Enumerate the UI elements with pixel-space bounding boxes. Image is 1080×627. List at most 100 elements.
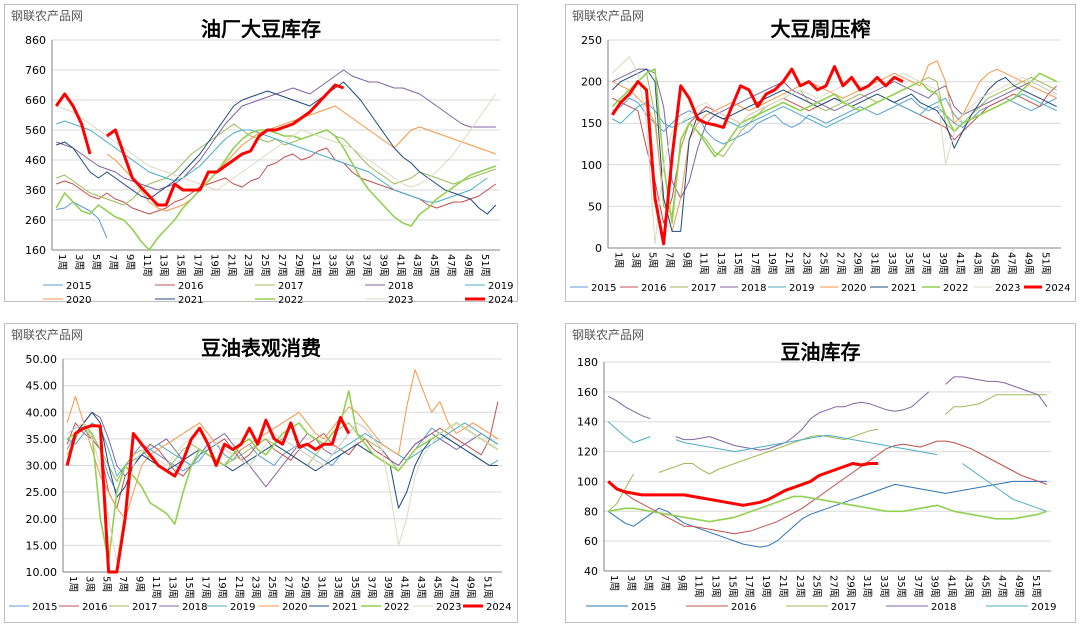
legend-label: 2016	[641, 283, 666, 294]
legend-label: 2016	[82, 602, 107, 613]
legend-label: 2018	[931, 602, 956, 613]
series-line-2016	[607, 440, 1047, 535]
legend-label: 2017	[691, 283, 716, 294]
legend-label: 2015	[66, 281, 91, 292]
x-tick-label: 15周	[732, 252, 744, 275]
y-tick-label: 460	[25, 154, 46, 167]
x-tick-label: 47周	[996, 575, 1008, 598]
x-tick-label: 7周	[659, 575, 671, 591]
x-tick-label: 43周	[411, 254, 423, 277]
x-tick-label: 1周	[608, 575, 620, 591]
x-tick-label: 13周	[158, 254, 170, 277]
x-tick-label: 29周	[293, 254, 305, 277]
x-tick-label: 49周	[1013, 575, 1025, 598]
x-tick-label: 1周	[612, 252, 624, 268]
x-tick-label: 39周	[382, 576, 394, 599]
x-tick-label: 37周	[920, 252, 932, 275]
x-tick-label: 51周	[1030, 575, 1042, 598]
y-tick-label: 10.00	[26, 566, 58, 579]
legend-label: 2015	[32, 602, 57, 613]
x-tick-label: 33周	[886, 252, 898, 275]
x-tick-label: 13周	[167, 576, 179, 599]
y-tick-label: 0	[595, 242, 602, 255]
x-tick-label: 33周	[332, 576, 344, 599]
y-tick-label: 160	[577, 386, 598, 399]
x-tick-label: 7周	[664, 252, 676, 268]
legend-label: 2022	[278, 295, 303, 303]
series-line-2022	[611, 68, 1058, 224]
y-tick-label: 560	[25, 124, 46, 137]
x-tick-label: 31周	[861, 575, 873, 598]
series-line-2024	[65, 416, 351, 574]
x-tick-label: 25周	[811, 575, 823, 598]
chart-panel-oil-mill-soybean-stock: 钢联农产品网 油厂大豆库存 160 260 360 460 560 660 760 860 1周…	[4, 4, 518, 303]
x-tick-label: 41周	[398, 576, 410, 599]
legend-label: 2024	[488, 295, 513, 303]
x-tick-label: 37周	[912, 575, 924, 598]
chart-title: 大豆周压榨	[770, 17, 871, 41]
legend-label: 2017	[278, 281, 303, 292]
x-tick-label: 1周	[67, 576, 79, 592]
x-tick-label: 33周	[878, 575, 890, 598]
chart-title: 油厂大豆库存	[201, 17, 321, 41]
x-tick-label: 23周	[794, 575, 806, 598]
legend-label: 2023	[995, 283, 1020, 294]
legend-label: 2018	[182, 602, 207, 613]
x-tick-label: 15周	[175, 254, 187, 277]
series-line-2024	[611, 65, 904, 246]
x-tick-label: 3周	[629, 252, 641, 268]
legend-label: 2018	[741, 283, 766, 294]
chart-title: 豆油库存	[780, 340, 861, 364]
x-tick-label: 35周	[349, 576, 361, 599]
x-tick-label: 35周	[895, 575, 907, 598]
y-tick-label: 250	[581, 34, 602, 47]
x-tick-label: 37周	[365, 576, 377, 599]
x-tick-label: 1周	[56, 254, 68, 270]
series-line-2023	[56, 93, 497, 191]
x-tick-label: 17周	[200, 576, 212, 599]
x-tick-label: 15周	[183, 576, 195, 599]
chart-canvas: 10.00 15.00 20.00 25.00 30.00 35.00 40.00 45.00…	[9, 353, 511, 613]
y-tick-label: 180	[577, 356, 598, 369]
watermark: 钢联农产品网	[572, 9, 645, 23]
x-tick-label: 25周	[266, 576, 278, 599]
x-tick-label: 51周	[1040, 252, 1052, 275]
x-tick-label: 43周	[415, 576, 427, 599]
series-line-2017	[611, 72, 1057, 216]
legend-label: 2015	[631, 602, 656, 613]
series-line-2015	[612, 97, 1057, 145]
y-tick-label: 50	[588, 200, 602, 213]
series-line-2024	[607, 462, 879, 507]
y-tick-label: 80	[584, 505, 598, 518]
x-tick-label: 17周	[743, 575, 755, 598]
legend-label: 2019	[789, 283, 814, 294]
x-tick-label: 41周	[954, 252, 966, 275]
series-line-2019	[56, 120, 488, 203]
series-line-2018	[607, 376, 1048, 451]
x-tick-label: 3周	[84, 576, 96, 592]
watermark: 钢联农产品网	[11, 9, 84, 23]
y-tick-label: 60	[584, 535, 598, 548]
x-tick-label: 45周	[988, 252, 1000, 275]
legend-label: 2016	[731, 602, 756, 613]
x-tick-label: 19周	[760, 575, 772, 598]
x-tick-label: 5周	[642, 575, 654, 591]
legend-label: 2022	[943, 283, 968, 294]
series-line-2015	[56, 201, 108, 239]
series-line-2021	[66, 411, 498, 509]
series-line-2022	[608, 495, 1048, 523]
series-line-2022	[55, 129, 497, 251]
x-tick-label: 31周	[316, 576, 328, 599]
legend-label: 2019	[1031, 602, 1056, 613]
x-tick-label: 9周	[124, 254, 136, 270]
chart-canvas: 40 60 80 100 120 140 160 180 1周 3周 5周 7周 9周 11周 13周 15周…	[577, 356, 1056, 613]
y-tick-label: 100	[581, 159, 602, 172]
legend-label: 2020	[841, 283, 866, 294]
series-line-2017	[607, 394, 1047, 512]
x-tick-label: 19周	[208, 254, 220, 277]
x-tick-label: 41周	[394, 254, 406, 277]
x-tick-label: 27周	[283, 576, 295, 599]
legend-label: 2020	[66, 295, 91, 303]
x-tick-label: 45周	[428, 254, 440, 277]
x-tick-label: 7周	[117, 576, 129, 592]
